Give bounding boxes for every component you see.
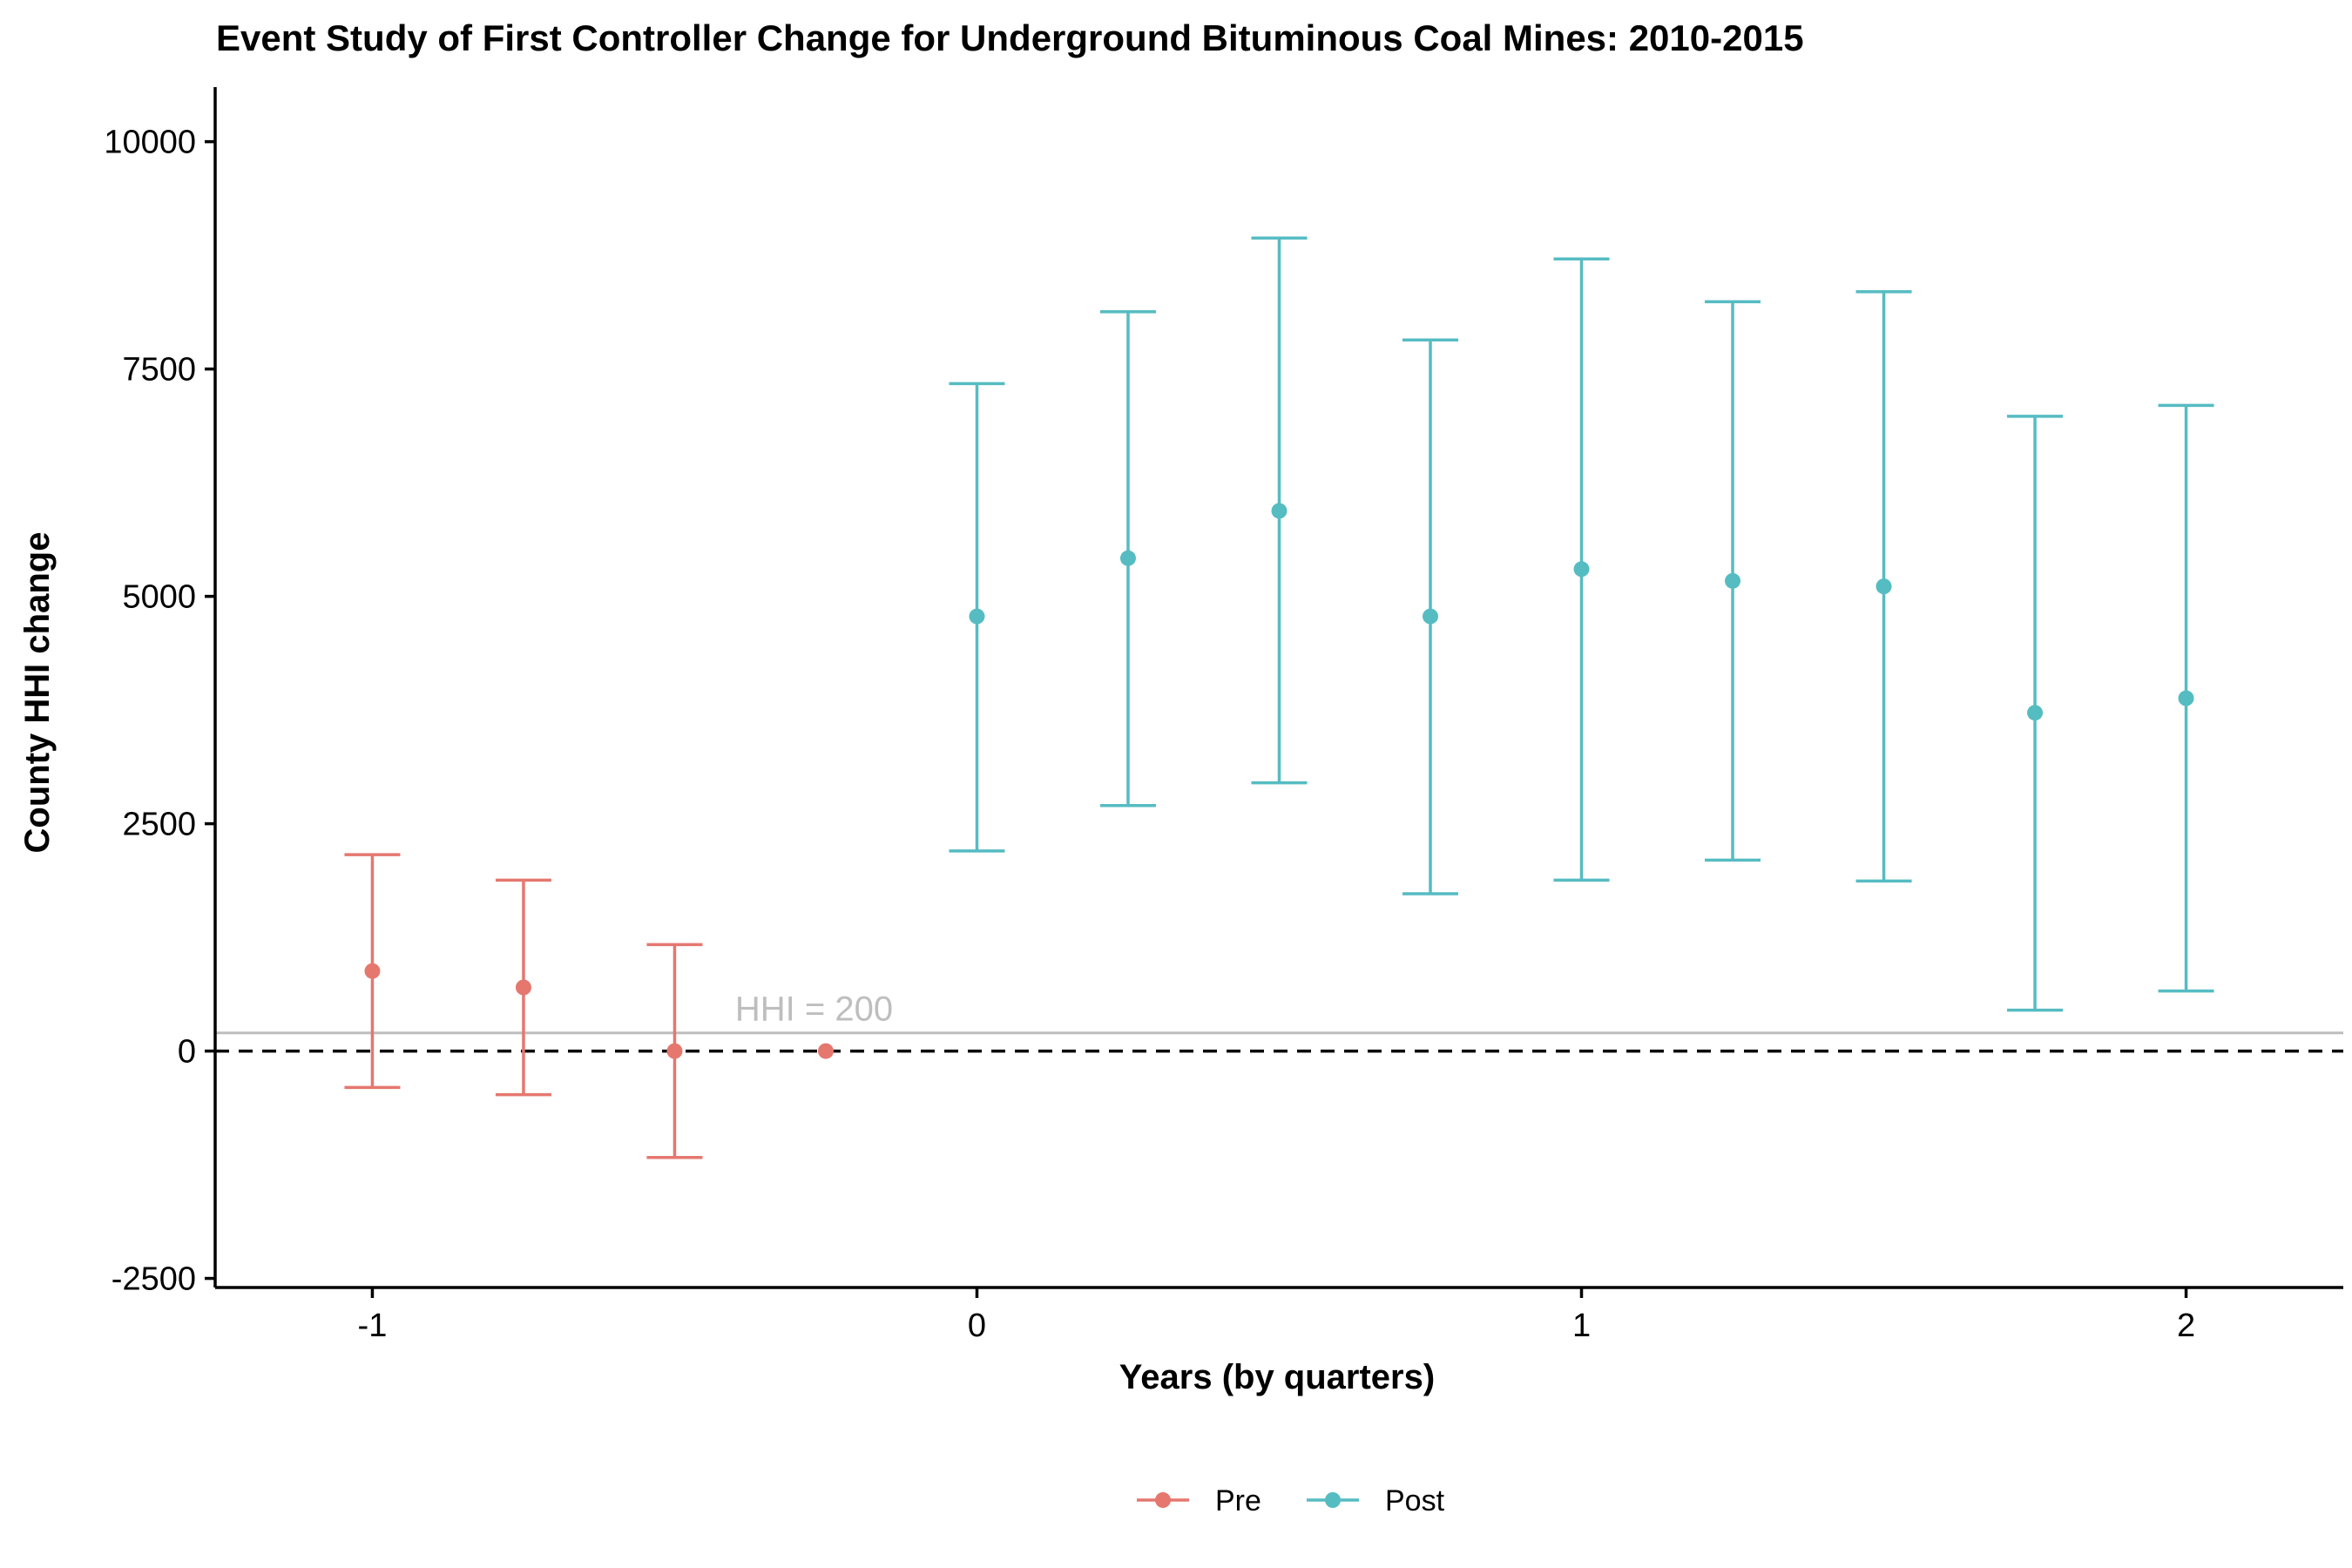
pre-point	[364, 963, 381, 979]
legend-key-point	[1155, 1492, 1171, 1508]
x-tick-label: 2	[2177, 1308, 2195, 1344]
pre-point	[817, 1043, 834, 1059]
post-point	[1423, 608, 1439, 625]
post-point	[1119, 550, 1136, 566]
legend-item-post: Post	[1307, 1484, 1445, 1517]
y-axis-title: County HHI change	[18, 532, 57, 854]
post-point	[1271, 503, 1288, 519]
y-tick-label: 7500	[122, 352, 196, 389]
legend: Pre Post	[1137, 1484, 1445, 1517]
post-point	[2178, 690, 2194, 706]
pre-point	[666, 1043, 683, 1059]
y-tick-label: 2500	[122, 807, 196, 843]
y-tick-label: -2500	[112, 1261, 196, 1298]
y-tick-label: 0	[178, 1034, 196, 1071]
post-point	[969, 608, 985, 625]
x-tick-label: 0	[968, 1308, 986, 1344]
y-tick-label: 10000	[104, 125, 196, 161]
legend-key-point	[1325, 1492, 1341, 1508]
x-tick-label: -1	[358, 1308, 388, 1344]
post-point	[1876, 578, 1892, 595]
post-point	[1573, 561, 1590, 578]
chart-title: Event Study of First Controller Change f…	[216, 17, 1804, 58]
y-tick-label: 5000	[122, 579, 196, 616]
plot-area: HHI = 200 -2500 0 2500 5000 7500 10000 -1 0 1 2	[104, 87, 2343, 1344]
legend-label-post: Post	[1385, 1484, 1445, 1517]
legend-label-pre: Pre	[1215, 1484, 1261, 1517]
x-axis-title: Years (by quarters)	[1119, 1358, 1435, 1396]
post-point	[2027, 705, 2044, 721]
x-tick-label: 1	[1572, 1308, 1591, 1344]
pre-point	[515, 979, 531, 996]
legend-item-pre: Pre	[1137, 1484, 1261, 1517]
post-point	[1725, 572, 1741, 589]
reference-line-label: HHI = 200	[735, 990, 893, 1029]
